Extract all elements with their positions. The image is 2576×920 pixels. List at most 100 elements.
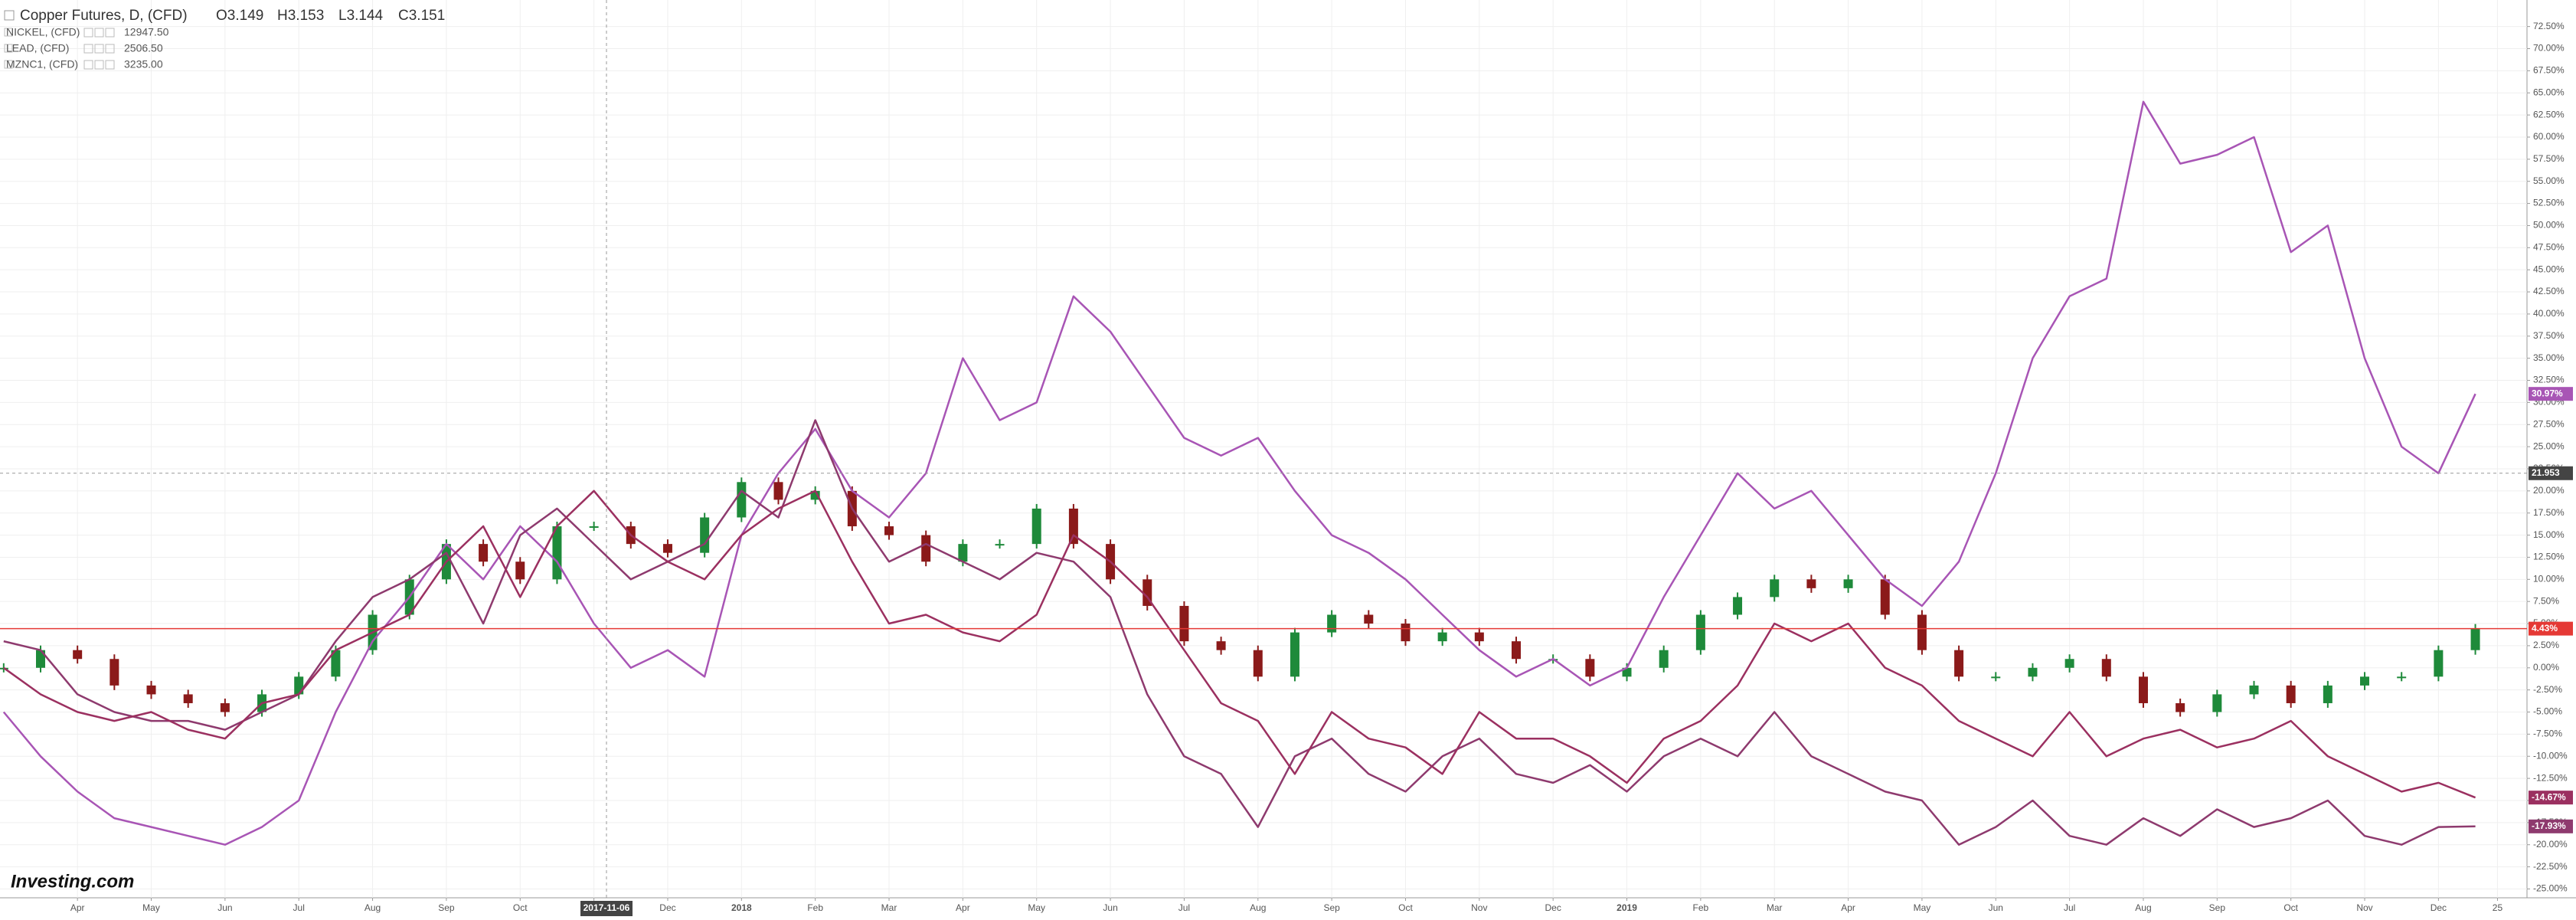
candle (737, 482, 747, 518)
legend-button[interactable] (94, 60, 104, 70)
candle (1401, 624, 1411, 642)
y-tick-label: 57.50% (2533, 153, 2565, 164)
y-tick-label: 0.00% (2533, 662, 2559, 673)
candle (1068, 508, 1078, 545)
y-tick-label: 42.50% (2533, 286, 2565, 296)
candle (2064, 659, 2074, 668)
x-tick-label: Sep (1323, 902, 1340, 913)
legend-button[interactable] (105, 60, 115, 70)
candle (1770, 579, 1780, 598)
candle (995, 544, 1005, 546)
legend-price: 2506.50 (124, 42, 163, 54)
legend-button[interactable] (83, 44, 93, 54)
y-tick-label: 60.00% (2533, 131, 2565, 142)
candle (1622, 667, 1632, 677)
y-tick-label: 40.00% (2533, 308, 2565, 319)
legend-button[interactable] (105, 28, 115, 38)
collapse-icon[interactable] (4, 10, 15, 21)
x-tick-label: May (142, 902, 160, 913)
y-tick-label: 50.00% (2533, 220, 2565, 231)
legend-price: 3235.00 (124, 58, 163, 70)
crosshair-y-label: 21.953 (2532, 467, 2560, 478)
y-tick-label: -22.50% (2533, 861, 2568, 872)
x-tick-label: Jul (2064, 902, 2075, 913)
legend-icon (4, 60, 13, 69)
candle (331, 650, 341, 677)
candle (2138, 676, 2148, 703)
y-tick-label: 45.00% (2533, 264, 2565, 274)
candle (479, 544, 489, 562)
candle (110, 659, 119, 686)
candle (73, 650, 83, 660)
x-tick-label: Aug (2135, 902, 2151, 913)
x-tick-label: Aug (364, 902, 381, 913)
legend-icon (4, 44, 13, 53)
candle (2212, 694, 2222, 712)
x-tick-label: Oct (1398, 902, 1413, 913)
candle (810, 490, 820, 500)
candle (1179, 605, 1189, 642)
candle (1437, 632, 1447, 642)
legend-button[interactable] (83, 28, 93, 38)
y-tick-label: -2.50% (2533, 684, 2562, 695)
price-tag (2529, 387, 2573, 401)
candle (2286, 685, 2296, 703)
legend-button[interactable] (94, 44, 104, 54)
x-tick-label: Mar (881, 902, 897, 913)
y-tick-label: 32.50% (2533, 375, 2565, 385)
candle (2176, 702, 2185, 712)
y-tick-label: -20.00% (2533, 839, 2568, 850)
price-tag-label: -14.67% (2532, 791, 2566, 802)
x-tick-label: Jul (293, 902, 305, 913)
x-tick-label: Mar (1767, 902, 1783, 913)
y-tick-label: -25.00% (2533, 883, 2568, 894)
crosshair-x-label: 2017-11-06 (584, 902, 630, 913)
candle (1954, 650, 1964, 677)
crosshair-y-tag (2529, 466, 2573, 480)
candle (35, 650, 45, 668)
y-tick-label: -7.50% (2533, 728, 2562, 739)
y-tick-label: -12.50% (2533, 772, 2568, 783)
x-tick-label: Dec (2431, 902, 2447, 913)
series-line (3, 419, 2476, 846)
x-tick-label: Jun (1103, 902, 1117, 913)
candle (1917, 614, 1927, 650)
series-line (3, 489, 2476, 799)
legend-name: MZNC1, (CFD) (6, 58, 78, 70)
candle (1031, 508, 1041, 545)
x-tick-label: Sep (438, 902, 455, 913)
x-tick-label: Oct (513, 902, 528, 913)
legend-button[interactable] (105, 44, 115, 54)
candle (183, 694, 193, 703)
candle (1806, 579, 1816, 588)
header-close: C3.151 (398, 8, 445, 24)
legend-button[interactable] (94, 28, 104, 38)
x-tick-label: May (1914, 902, 1931, 913)
x-tick-label: 2019 (1617, 902, 1637, 913)
y-tick-label: 2.50% (2533, 640, 2559, 650)
candle (589, 526, 599, 529)
y-tick-label: 70.00% (2533, 43, 2565, 54)
candle (2397, 676, 2407, 679)
legend-icon (4, 28, 13, 37)
price-tag (2529, 621, 2573, 636)
y-tick-label: 35.00% (2533, 352, 2565, 363)
candle (1512, 641, 1521, 660)
legend-button[interactable] (83, 60, 93, 70)
y-tick-label: -10.00% (2533, 750, 2568, 761)
candle (1585, 659, 1595, 677)
candle (1880, 579, 1890, 615)
watermark: Investing.com (11, 871, 134, 892)
candle (921, 535, 931, 562)
x-tick-label: Feb (1693, 902, 1709, 913)
legend-price: 12947.50 (124, 26, 169, 38)
x-tick-label: Aug (1250, 902, 1266, 913)
candle (1695, 614, 1705, 650)
header-high: H3.153 (277, 8, 324, 24)
candle (1290, 632, 1299, 677)
price-tag (2529, 791, 2573, 805)
candle (1991, 676, 2001, 679)
candle (1659, 650, 1669, 668)
header-low: L3.144 (338, 8, 384, 24)
